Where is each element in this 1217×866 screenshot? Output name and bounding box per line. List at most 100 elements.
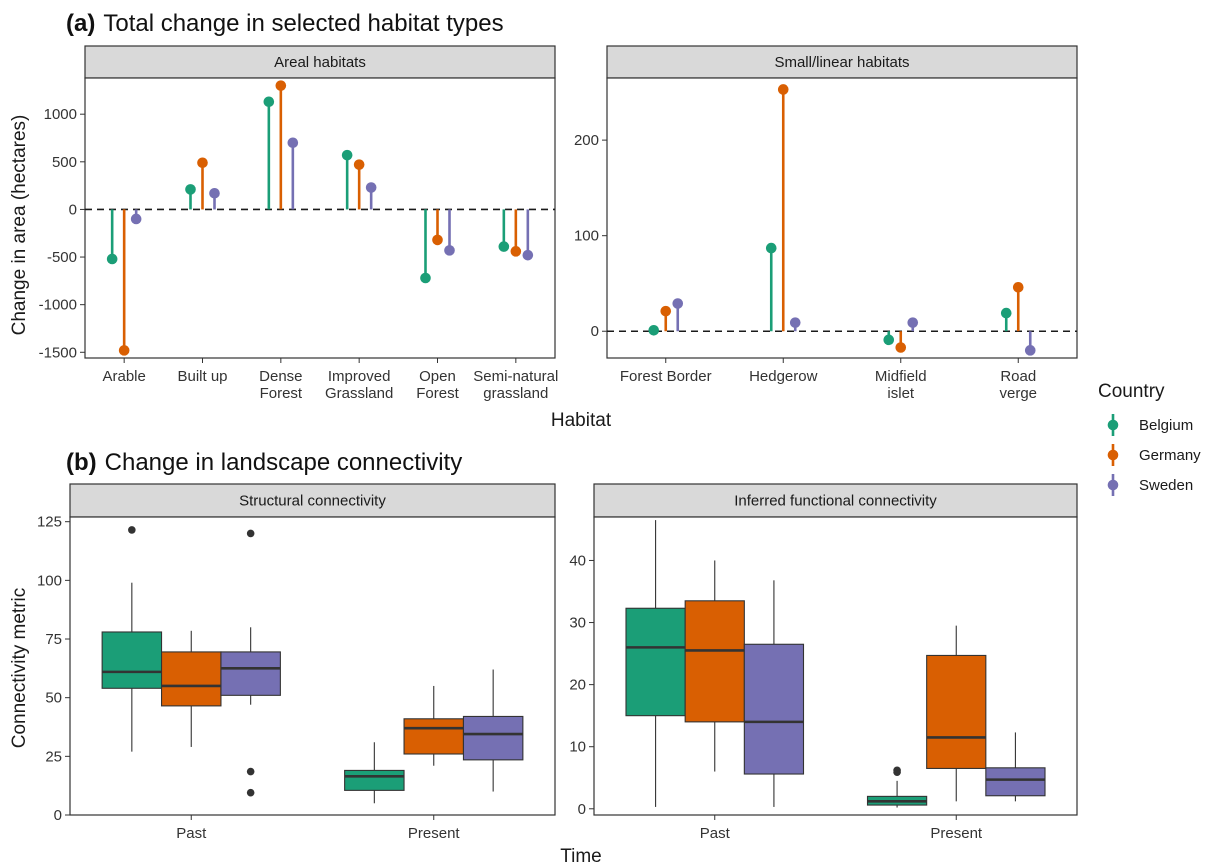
facet-label: Inferred functional connectivity (734, 493, 937, 510)
y-tick-label: 75 (45, 631, 62, 648)
y-tick-label: 30 (569, 615, 586, 632)
box-sweden-present (462, 715, 524, 761)
x-tick-label-present: Present (930, 825, 983, 842)
structural-connectivity-panel: Structural connectivity 0 25 50 75 100 125 Past… (37, 483, 556, 842)
point-belgium-midfield-islet (883, 334, 895, 346)
legend-label-germany: Germany (1139, 447, 1201, 464)
section-a-title-text: Total change in selected habitat types (103, 10, 503, 37)
y-tick-label: 50 (45, 690, 62, 707)
section-b-title: (b) Change in landscape connectivity (66, 449, 462, 476)
point-germany-open-forest (432, 234, 443, 246)
facet-label: Areal habitats (274, 54, 366, 71)
point-sweden-road-verge (1024, 345, 1036, 356)
point-germany-arable (118, 345, 130, 356)
y-tick-label: 20 (569, 677, 586, 694)
plot-area (84, 77, 556, 359)
x-tick-label-road-verge: Road verge (999, 368, 1037, 402)
point-sweden-arable (130, 213, 142, 225)
point-belgium-open-forest (420, 272, 431, 284)
facet-strip (69, 483, 556, 518)
outlier-belgium-past (128, 526, 136, 534)
section-a-tag: (a) (66, 10, 95, 37)
x-tick-label-semi-natural-grassland: Semi-natural grassland (473, 368, 558, 402)
y-tick-label: 1000 (44, 106, 77, 123)
point-germany-dense-forest (275, 80, 287, 91)
point-belgium-forest-border (648, 324, 660, 336)
outlier-sweden-past (246, 529, 255, 538)
point-sweden-semi-natural-grassland (522, 249, 534, 261)
y-tick-label: -1000 (39, 297, 77, 314)
box-sweden-past (220, 651, 281, 696)
y-tick-label: 100 (574, 228, 599, 245)
point-germany-built-up (197, 157, 208, 169)
y-tick-label: 100 (37, 572, 62, 589)
legend-title: Country (1098, 381, 1165, 402)
x-tick-label-improved-grassland: Improved Grassland (325, 368, 393, 402)
outlier-belgium-present (893, 768, 901, 776)
point-sweden-midfield-islet (907, 317, 919, 328)
plot-area (606, 77, 1078, 359)
point-belgium-hedgerow (765, 242, 777, 254)
point-belgium-arable (106, 253, 118, 265)
y-tick-label: 125 (37, 514, 62, 531)
point-belgium-improved-grassland (341, 149, 353, 161)
facet-strip (84, 45, 556, 79)
y-tick-label: 0 (54, 807, 62, 824)
x-tick-label-built-up: Built up (177, 368, 227, 385)
y-axis-title-connectivity: Connectivity metric (9, 588, 30, 749)
x-tick-label-dense-forest: Dense Forest (259, 368, 303, 402)
y-tick-label: 200 (574, 132, 599, 149)
x-tick-label-arable: Arable (102, 368, 145, 385)
facet-label: Structural connectivity (239, 493, 386, 510)
point-germany-semi-natural-grassland (510, 246, 522, 257)
legend-label-belgium: Belgium (1139, 417, 1193, 434)
x-tick-label-open-forest: Open Forest (416, 368, 459, 402)
box-germany-past (160, 651, 222, 707)
box-germany-past (684, 600, 745, 723)
point-sweden-dense-forest (287, 137, 299, 149)
point-germany-improved-grassland (353, 159, 365, 170)
box-germany-present (926, 654, 987, 769)
x-tick-label-hedgerow: Hedgerow (749, 368, 818, 385)
y-axis-title-area: Change in area (hectares) (9, 115, 30, 336)
box-belgium-past (101, 631, 163, 689)
point-belgium-built-up (185, 184, 196, 195)
point-germany-road-verge (1012, 281, 1024, 293)
y-tick-label: 40 (569, 552, 586, 569)
functional-connectivity-panel: Inferred functional connectivity 0 10 20 30 4… (569, 483, 1078, 842)
y-tick-label: 0 (578, 801, 586, 818)
y-tick-label: -1500 (39, 344, 77, 361)
x-tick-label-present: Present (408, 825, 461, 842)
point-sweden-improved-grassland (365, 182, 377, 193)
point-belgium-dense-forest (263, 96, 275, 108)
areal-habitats-panel: Areal habitats -1500 -1000 -500 0 500 1000 Arab… (39, 45, 558, 402)
x-axis-title-habitat: Habitat (551, 410, 612, 431)
facet-strip (606, 45, 1078, 79)
point-sweden-built-up (209, 187, 220, 199)
y-tick-label: 500 (52, 154, 77, 171)
point-sweden-hedgerow (789, 317, 801, 328)
point-sweden-forest-border (672, 298, 684, 309)
outlier-sweden-past (246, 788, 255, 797)
point-belgium-road-verge (1000, 307, 1012, 319)
point-sweden-open-forest (444, 245, 455, 256)
legend-label-sweden: Sweden (1139, 477, 1193, 494)
section-a-title: (a) Total change in selected habitat type… (66, 10, 504, 37)
box-belgium-present (344, 769, 405, 791)
point-germany-forest-border (660, 305, 672, 317)
point-germany-hedgerow (777, 84, 789, 95)
legend-key-point-belgium (1107, 419, 1119, 431)
y-tick-label: -500 (47, 249, 77, 266)
y-tick-label: 10 (569, 739, 586, 756)
x-tick-label-forest-border: Forest Border (620, 368, 712, 385)
x-tick-label-midfield-islet: Midfield islet (875, 368, 927, 402)
x-axis-title-time: Time (560, 846, 602, 866)
x-tick-label-past: Past (700, 825, 731, 842)
x-tick-label-past: Past (176, 825, 207, 842)
point-germany-midfield-islet (895, 342, 907, 353)
box-sweden-past (743, 643, 805, 775)
legend: Country Belgium Germany Sweden (1098, 381, 1201, 496)
y-tick-label: 0 (591, 323, 599, 340)
facet-label: Small/linear habitats (774, 54, 909, 71)
